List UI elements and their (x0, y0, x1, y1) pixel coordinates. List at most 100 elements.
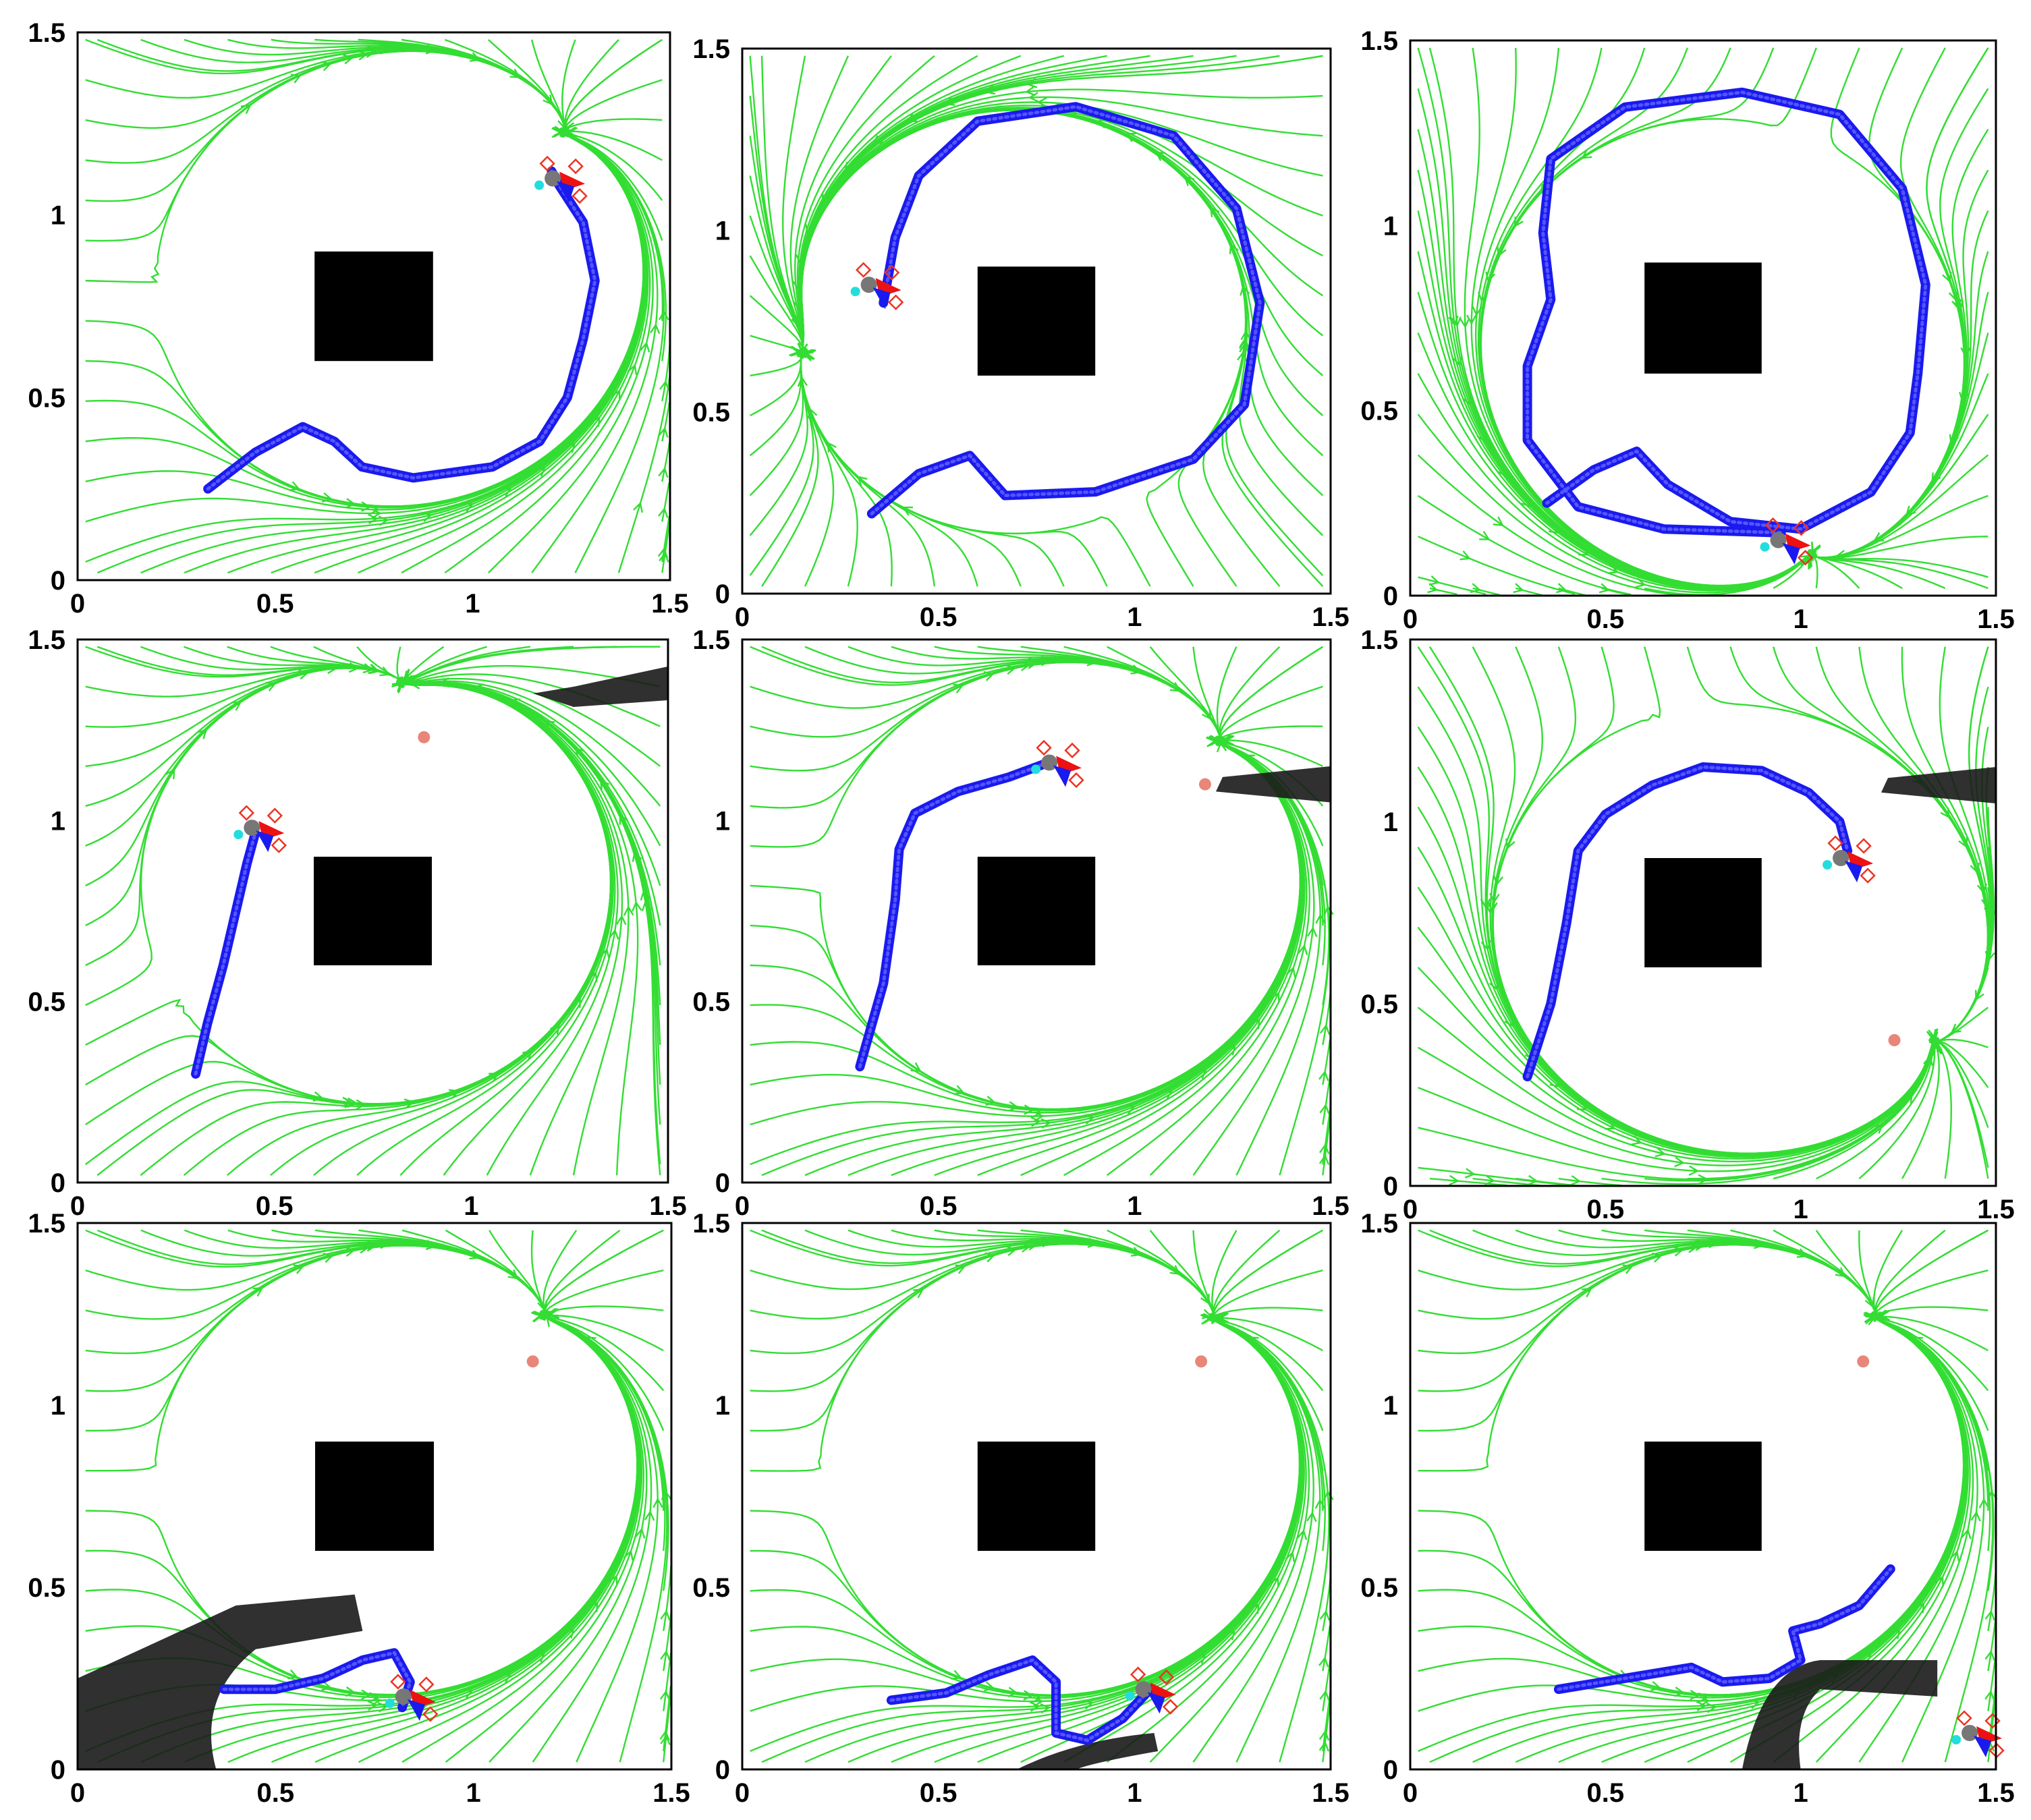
stream-arrow (1527, 1174, 1538, 1186)
streamline (661, 443, 671, 482)
y-tick-label: 0 (715, 579, 730, 609)
waypoint-diamond (1764, 517, 1781, 534)
streamline (663, 1686, 672, 1752)
stream-arrow (660, 1649, 671, 1661)
y-tick-label: 1.5 (1360, 625, 1398, 655)
stream-arrow (984, 84, 996, 95)
robot-body (545, 170, 561, 187)
streamlines (750, 646, 1334, 1176)
robot-velocity-arrow (407, 1699, 425, 1721)
goal-point (1198, 778, 1211, 791)
stream-arrow (1981, 898, 1992, 909)
streamline (663, 1566, 672, 1631)
streamline (1322, 1579, 1331, 1632)
x-tick-label: 0.5 (256, 1191, 294, 1221)
panel-r1c2: 0 0.5 1 1.5 0 0.5 1 1.5 (692, 34, 1349, 632)
trajectory-markers (889, 1658, 1152, 1742)
y-tick-label: 1.5 (1360, 26, 1398, 56)
stream-arrow (1696, 1239, 1706, 1249)
stream-arrow (658, 426, 669, 438)
panel-r3c3: 0 0.5 1 1.5 0 0.5 1 1.5 (1360, 1209, 2014, 1808)
axes-frame (1409, 39, 1997, 597)
stream-arrow (1690, 1689, 1700, 1701)
stream-arrow (944, 96, 955, 106)
obstacle (314, 251, 433, 362)
stream-arrow (1674, 1156, 1686, 1168)
stream-arrow (287, 1669, 299, 1680)
stream-arrow (1023, 1690, 1034, 1701)
robot-body (395, 1688, 412, 1705)
streamline (1515, 1178, 1579, 1187)
human-arm (1742, 1660, 1938, 1769)
waypoint-diamond (567, 158, 584, 175)
robot-velocity-arrow (557, 181, 575, 203)
streamline (400, 646, 661, 686)
obstacle (1644, 858, 1762, 967)
streamline (661, 520, 671, 573)
streamline (1601, 587, 1630, 596)
stream-arrow (289, 481, 301, 491)
obstacle (1644, 262, 1762, 374)
stream-arrow (1485, 271, 1496, 283)
y-tick-label: 0.5 (692, 988, 730, 1017)
stream-arrow (1270, 992, 1280, 1003)
x-tick-label: 0.5 (920, 602, 957, 632)
streamline (750, 867, 1302, 1110)
y-tick-label: 0 (51, 1755, 65, 1785)
waypoint-diamond (422, 1706, 439, 1722)
stream-arrow (368, 663, 379, 674)
streamline (1472, 587, 1501, 596)
waypoint-diamond (1856, 838, 1872, 854)
y-tick-label: 1 (1383, 1391, 1398, 1421)
stream-arrow (1024, 86, 1036, 96)
x-tick-label: 0.5 (920, 1191, 957, 1221)
streamlines (1417, 646, 1997, 1187)
stream-arrow (1218, 1312, 1229, 1324)
stream-arrow (1315, 913, 1326, 924)
sensor-marker (534, 180, 545, 190)
stream-arrow (368, 513, 379, 525)
stream-arrow (1285, 1551, 1296, 1562)
y-tick-label: 0.5 (1360, 1573, 1398, 1603)
robot-velocity-arrow (1782, 542, 1800, 565)
robot-velocity-arrow (1974, 1736, 1992, 1757)
trajectory-markers (1557, 1567, 1893, 1691)
panel-r1c1: 0 0.5 1 1.5 0 0.5 1 1.5 (28, 18, 688, 619)
waypoint-diamond (1162, 1699, 1179, 1715)
streamlines (84, 646, 661, 1176)
stream-arrow (1030, 1701, 1040, 1712)
x-tick-label: 1.5 (1977, 604, 2015, 634)
stream-arrow (660, 1610, 671, 1621)
stream-arrow (1480, 898, 1491, 909)
robot-velocity-arrow (1845, 861, 1863, 882)
stream-arrow (367, 1700, 379, 1711)
trajectory-markers (870, 105, 1262, 515)
x-tick-label: 1 (465, 589, 480, 619)
trajectory-markers (194, 833, 256, 1076)
stream-arrow (1961, 1528, 1972, 1539)
streamline (1987, 1572, 1997, 1631)
x-tick-label: 1.5 (1977, 1195, 2015, 1224)
stream-arrow (1448, 315, 1459, 326)
x-tick-label: 1.5 (649, 1191, 687, 1221)
panel-r3c1: 0 0.5 1 1.5 0 0.5 1 1.5 (28, 1209, 690, 1808)
panel-r2c2: 0 0.5 1 1.5 0 0.5 1 1.5 (692, 625, 1349, 1221)
streamlines (750, 1229, 1334, 1763)
robot-body (1833, 850, 1849, 866)
stream-arrow (611, 389, 621, 401)
axes-frame (741, 47, 1332, 595)
human-arm (78, 1594, 363, 1769)
stream-arrow (1466, 314, 1477, 325)
stream-arrow (1297, 1529, 1308, 1541)
x-tick-label: 0 (735, 1778, 750, 1808)
sensor-marker (1823, 860, 1833, 870)
y-tick-label: 0 (715, 1755, 730, 1785)
robot-body (244, 820, 260, 836)
streamline (1217, 646, 1324, 745)
x-tick-label: 1 (1127, 602, 1142, 632)
x-tick-label: 1.5 (1977, 1778, 2015, 1808)
streamline (617, 374, 671, 573)
stream-arrow (599, 948, 610, 959)
stream-arrow (1223, 735, 1235, 746)
stream-arrow (1581, 149, 1592, 159)
